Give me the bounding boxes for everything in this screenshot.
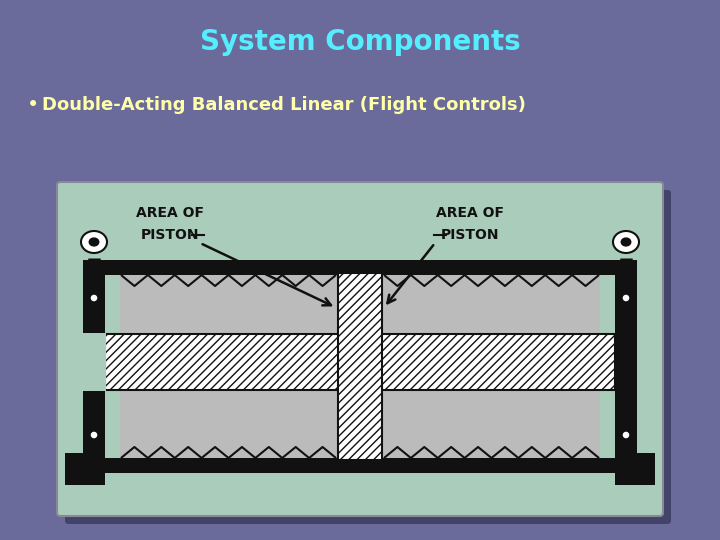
Bar	[615, 260, 637, 473]
Circle shape	[355, 461, 365, 471]
Bar	[60, 333, 106, 392]
Ellipse shape	[90, 294, 98, 302]
Text: PISTON: PISTON	[140, 228, 199, 242]
Bar	[83, 260, 105, 473]
Bar	[382, 390, 600, 458]
Bar	[65, 453, 105, 485]
Bar	[637, 333, 660, 392]
FancyBboxPatch shape	[65, 190, 671, 524]
Ellipse shape	[622, 431, 630, 439]
Text: AREA OF: AREA OF	[136, 206, 204, 220]
Bar	[382, 275, 600, 334]
Ellipse shape	[89, 238, 99, 247]
Ellipse shape	[81, 231, 107, 253]
Bar	[120, 390, 338, 458]
Text: •: •	[27, 95, 40, 115]
Bar	[120, 275, 338, 334]
Bar	[615, 453, 655, 485]
Bar	[105, 334, 615, 390]
Ellipse shape	[621, 238, 631, 247]
Bar	[105, 458, 615, 473]
Ellipse shape	[622, 294, 630, 302]
Ellipse shape	[613, 231, 639, 253]
Ellipse shape	[90, 431, 98, 439]
Text: PISTON: PISTON	[441, 228, 499, 242]
Bar	[338, 273, 382, 460]
Bar	[105, 260, 615, 275]
Text: Double-Acting Balanced Linear (Flight Controls): Double-Acting Balanced Linear (Flight Co…	[42, 96, 526, 114]
FancyBboxPatch shape	[57, 182, 663, 516]
Text: AREA OF: AREA OF	[436, 206, 504, 220]
Text: System Components: System Components	[199, 28, 521, 56]
